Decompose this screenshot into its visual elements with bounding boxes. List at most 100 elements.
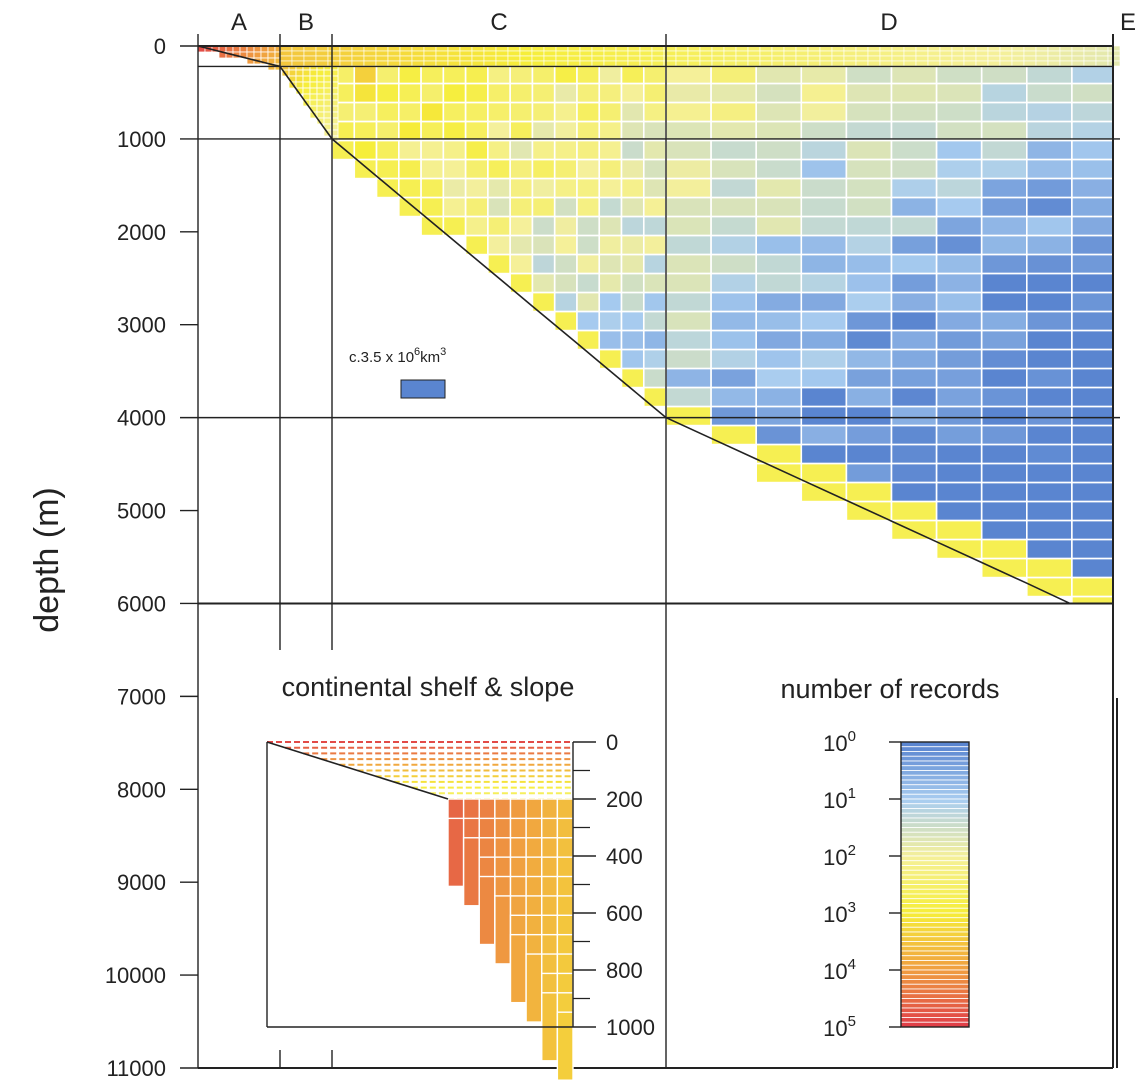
heatmap-cell <box>340 56 352 61</box>
heatmap-cell <box>640 56 652 61</box>
heatmap-cell <box>846 464 891 483</box>
inset-title: continental shelf & slope <box>282 672 575 702</box>
heatmap-cell <box>304 56 316 61</box>
heatmap-cell <box>599 103 621 122</box>
heatmap-cell <box>892 141 937 160</box>
heatmap-cell <box>484 51 496 56</box>
heatmap-cell <box>988 51 1000 56</box>
heatmap-cell <box>1012 56 1024 61</box>
legend-label: 103 <box>823 899 856 927</box>
heatmap-cell <box>644 122 666 141</box>
heatmap-cell <box>254 52 261 58</box>
heatmap-cell <box>1012 61 1024 66</box>
heatmap-cell <box>592 61 604 66</box>
heatmap-cell <box>892 350 937 369</box>
heatmap-cell <box>399 65 421 84</box>
heatmap-cell <box>496 61 508 66</box>
heatmap-cell <box>1096 61 1108 66</box>
heatmap-cell <box>756 445 801 464</box>
heatmap-cell <box>756 369 801 388</box>
legend-band <box>901 970 969 975</box>
heatmap-cell <box>436 56 448 61</box>
heatmap-cell <box>1027 445 1072 464</box>
heatmap-cell <box>982 502 1027 521</box>
heatmap-cell <box>832 61 844 66</box>
heatmap-cell <box>940 56 952 61</box>
heatmap-cell <box>982 369 1027 388</box>
heatmap-cell <box>1027 369 1072 388</box>
heatmap-cell <box>399 179 421 198</box>
heatmap-cell <box>577 122 599 141</box>
heatmap-cell <box>846 160 891 179</box>
heatmap-cell <box>652 61 664 66</box>
heatmap-cell <box>577 141 599 160</box>
heatmap-cell <box>982 559 1027 578</box>
heatmap-cell <box>808 56 820 61</box>
heatmap-cell <box>354 65 376 84</box>
heatmap-cell <box>364 61 376 66</box>
heatmap-cell <box>1048 51 1060 56</box>
heatmap-cell <box>784 51 796 56</box>
inset-tick-label: 400 <box>606 844 643 869</box>
heatmap-cell <box>937 312 982 331</box>
heatmap-cell <box>377 84 399 103</box>
heatmap-cell <box>756 426 801 445</box>
heatmap-cell <box>261 52 268 58</box>
heatmap-cell <box>556 51 568 56</box>
heatmap-cell <box>577 312 599 331</box>
heatmap-cell <box>1072 426 1113 445</box>
heatmap-cell <box>510 255 532 274</box>
y-tick-label: 5000 <box>117 499 166 524</box>
heatmap-cell <box>976 61 988 66</box>
heatmap-cell <box>510 122 532 141</box>
inset-tick-label: 600 <box>606 901 643 926</box>
heatmap-cell <box>1027 122 1072 141</box>
heatmap-cell <box>1072 236 1113 255</box>
heatmap-cell <box>801 122 846 141</box>
heatmap-cell <box>1027 407 1072 426</box>
heatmap-cell <box>622 293 644 312</box>
heatmap-cell <box>988 61 1000 66</box>
heatmap-cell <box>982 540 1027 559</box>
heatmap-cell <box>599 179 621 198</box>
heatmap-cell <box>937 141 982 160</box>
heatmap-cell <box>982 274 1027 293</box>
heatmap-cell <box>796 51 808 56</box>
heatmap-cell <box>354 84 376 103</box>
heatmap-cell <box>892 426 937 445</box>
heatmap-cell <box>324 82 331 88</box>
heatmap-cell <box>784 61 796 66</box>
heatmap-cell <box>555 274 577 293</box>
heatmap-cell <box>421 65 443 84</box>
heatmap-cell <box>846 217 891 236</box>
heatmap-cell <box>937 293 982 312</box>
heatmap-cell <box>1072 388 1113 407</box>
heatmap-cell <box>880 61 892 66</box>
heatmap-cell <box>904 51 916 56</box>
heatmap-cell <box>354 160 376 179</box>
heatmap-cell <box>736 56 748 61</box>
heatmap-cell <box>488 236 510 255</box>
heatmap-cell <box>846 331 891 350</box>
legend-band <box>901 956 969 961</box>
heatmap-cell <box>856 61 868 66</box>
heatmap-cell <box>711 217 756 236</box>
heatmap-cell <box>580 61 592 66</box>
heatmap-cell <box>280 56 292 61</box>
heatmap-cell <box>622 312 644 331</box>
heatmap-cell <box>1096 51 1108 56</box>
legend-band <box>901 775 969 780</box>
heatmap-cell <box>1072 122 1113 141</box>
heatmap-cell <box>982 426 1027 445</box>
heatmap-cell <box>377 65 399 84</box>
heatmap-cell <box>599 65 621 84</box>
heatmap-cell <box>460 56 472 61</box>
heatmap-cell <box>676 56 688 61</box>
legend-band <box>901 908 969 913</box>
heatmap-cell <box>466 122 488 141</box>
heatmap-cell <box>508 61 520 66</box>
heatmap-cell <box>448 61 460 66</box>
heatmap-cell <box>510 217 532 236</box>
heatmap-cell <box>801 84 846 103</box>
heatmap-cell <box>317 88 324 94</box>
